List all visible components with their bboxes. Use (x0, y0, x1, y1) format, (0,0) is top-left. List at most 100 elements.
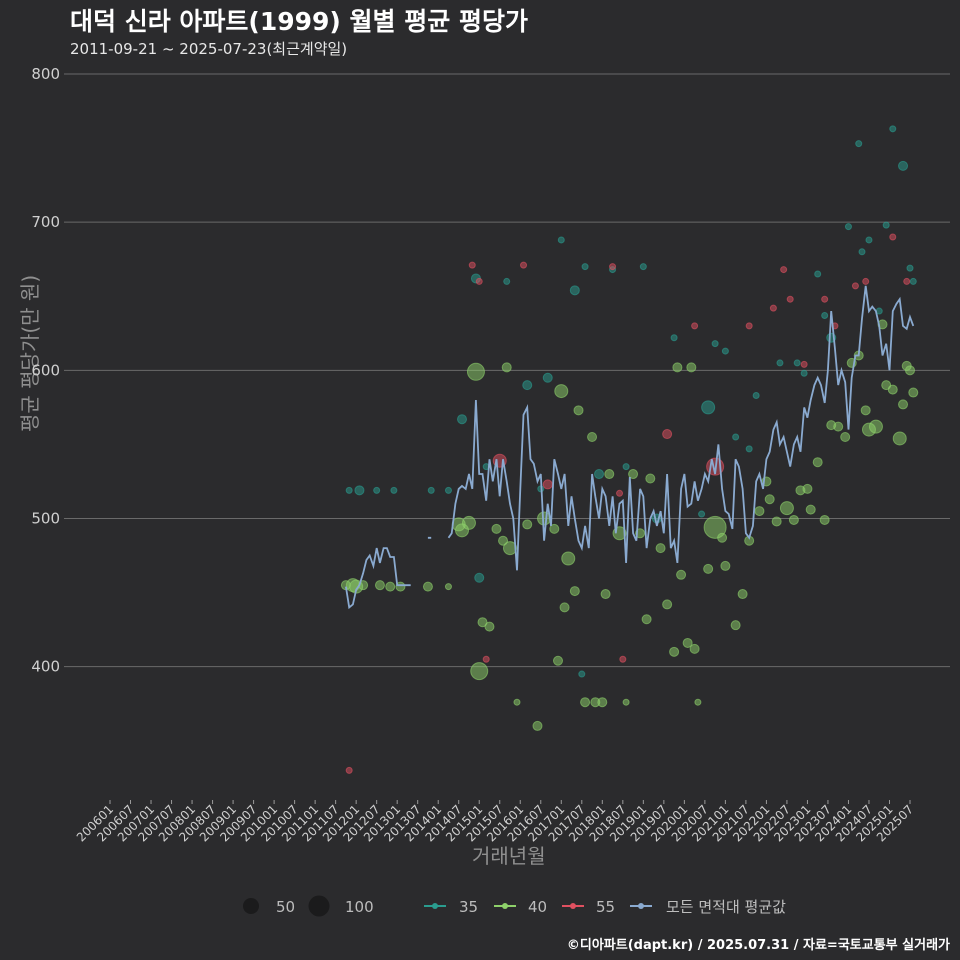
data-point-40 (645, 473, 656, 484)
data-point-40 (600, 589, 611, 600)
data-point-55 (745, 322, 753, 330)
chart-title: 대덕 신라 아파트(1999) 월별 평균 평당가 (70, 7, 528, 36)
data-point-40 (522, 519, 533, 530)
data-point-35 (622, 463, 630, 471)
y-tick-label: 600 (31, 361, 60, 379)
data-point-35 (390, 486, 398, 494)
scatter-points (340, 125, 919, 774)
data-point-55 (520, 261, 528, 269)
x-axis-label: 거래년월 (472, 844, 546, 868)
y-tick-label: 700 (31, 213, 60, 231)
data-point-40 (466, 362, 485, 381)
data-point-40 (805, 504, 816, 515)
data-point-40 (717, 532, 728, 543)
data-point-40 (819, 514, 830, 525)
data-point-35 (898, 160, 909, 171)
data-point-55 (345, 766, 353, 774)
data-point-40 (802, 483, 813, 494)
data-point-40 (580, 697, 591, 708)
average-series-line (345, 285, 915, 610)
data-point-35 (569, 285, 580, 296)
data-point-40 (532, 720, 543, 731)
data-point-35 (522, 380, 533, 391)
data-point-55 (619, 655, 627, 663)
data-point-40 (779, 501, 794, 516)
size-legend-circle (243, 898, 259, 914)
data-point-35 (670, 334, 678, 342)
data-point-40 (604, 469, 615, 480)
data-point-40 (833, 421, 844, 432)
data-point-55 (786, 295, 794, 303)
data-point-55 (691, 322, 699, 330)
data-point-55 (468, 261, 476, 269)
average-line (345, 285, 915, 610)
data-point-35 (800, 369, 808, 377)
data-point-35 (354, 485, 365, 496)
data-point-35 (701, 400, 716, 415)
data-point-35 (581, 263, 589, 271)
data-point-40 (694, 698, 702, 706)
data-point-55 (482, 655, 490, 663)
data-point-40 (549, 523, 560, 534)
data-point-35 (882, 221, 890, 229)
legend-label: 55 (596, 898, 615, 916)
data-point-40 (771, 516, 782, 527)
data-point-40 (559, 602, 570, 613)
data-point-40 (587, 432, 598, 442)
data-point-40 (754, 506, 765, 517)
data-point-35 (474, 572, 485, 583)
data-point-40 (444, 583, 452, 591)
data-point-40 (676, 569, 687, 580)
data-point-40 (868, 419, 883, 434)
data-point-55 (542, 479, 553, 490)
data-point-40 (898, 399, 909, 410)
data-point-40 (720, 560, 731, 571)
data-point-40 (812, 457, 823, 468)
data-point-55 (769, 304, 777, 312)
legend-key-dot (638, 903, 644, 909)
data-point-40 (737, 589, 748, 600)
data-point-55 (903, 277, 911, 285)
data-point-40 (908, 387, 919, 398)
data-point-35 (844, 223, 852, 231)
data-point-35 (594, 469, 605, 480)
data-point-35 (745, 445, 753, 453)
data-point-35 (855, 140, 863, 148)
data-point-40 (788, 514, 799, 525)
data-point-40 (561, 551, 576, 566)
data-point-40 (730, 620, 741, 631)
y-tick-label: 800 (31, 65, 60, 83)
legend: 50 100 35 40 55 모든 면적대 평균값 (243, 895, 786, 917)
data-point-35 (578, 670, 586, 678)
data-point-55 (821, 295, 829, 303)
data-point-40 (477, 617, 488, 628)
legend-label: 모든 면적대 평균값 (666, 898, 786, 916)
data-point-40 (501, 362, 512, 373)
data-point-35 (373, 486, 381, 494)
footer-credit: ©디아파트(dapt.kr) / 2025.07.31 / 자료=국토교통부 실… (566, 938, 950, 953)
data-point-40 (569, 586, 580, 597)
data-point-55 (609, 263, 617, 271)
data-point-55 (862, 277, 870, 285)
legend-key-dot (502, 903, 508, 909)
data-point-55 (800, 360, 808, 368)
data-point-40 (374, 580, 385, 591)
size-legend-label: 50 (276, 898, 295, 916)
legend-label: 40 (528, 898, 547, 916)
data-point-40 (840, 432, 851, 442)
data-point-35 (889, 125, 897, 133)
data-point-40 (513, 698, 521, 706)
data-point-35 (721, 347, 729, 355)
data-point-40 (385, 581, 396, 592)
data-point-55 (662, 429, 673, 440)
chart-subtitle: 2011-09-21 ~ 2025-07-23(최근계약일) (70, 40, 348, 58)
data-point-35 (457, 414, 467, 425)
data-point-35 (793, 359, 801, 367)
data-point-40 (461, 515, 476, 530)
data-point-35 (639, 263, 647, 271)
data-point-40 (422, 581, 433, 592)
x-axis-ticks: 2006012006072007012007072008012008072009… (74, 800, 916, 845)
data-point-40 (573, 405, 584, 416)
data-point-40 (703, 563, 714, 574)
